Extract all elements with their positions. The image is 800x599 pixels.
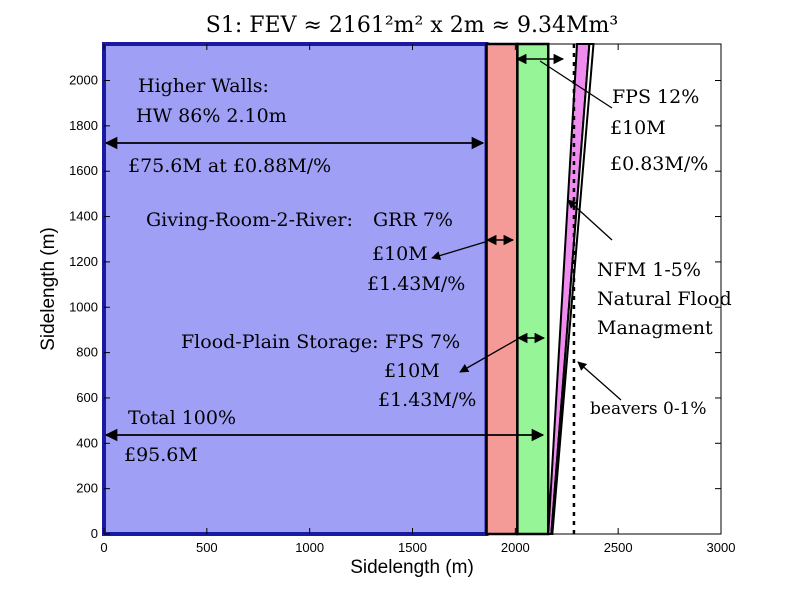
region-giving-room-2-river	[485, 42, 519, 536]
y-tick-label: 1600	[69, 163, 98, 178]
y-tick-label: 800	[76, 345, 98, 360]
y-tick-label: 1000	[69, 299, 98, 314]
total-pct: Total 100%	[128, 407, 236, 429]
grr-rate: £1.43M/%	[367, 273, 465, 295]
hw-cost: £75.6M at £0.88M/%	[128, 155, 331, 177]
region-higher-walls	[102, 42, 489, 536]
x-tick-label: 2500	[604, 540, 633, 555]
y-tick-label: 2000	[69, 73, 98, 88]
y-tick-label: 400	[76, 435, 98, 450]
fps-pointer-arrow	[459, 339, 517, 373]
x-tick-label: 3000	[707, 540, 736, 555]
nfm-pointer-arrow	[567, 199, 613, 241]
y-axis-label: Sidelength (m)	[38, 227, 59, 351]
x-tick-label: 500	[196, 540, 218, 555]
hw-pct: HW 86% 2.10m	[136, 105, 287, 127]
axis-ticks: 0 500 1000 1500 2000 2500 3000 0 200 400 600 800 100…	[69, 44, 735, 555]
nfm-line2: Managment	[597, 317, 713, 339]
beavers-label: beavers 0-1%	[590, 399, 707, 419]
fps-rate: £1.43M/%	[378, 389, 476, 411]
region-flood-plain-storage	[516, 42, 550, 536]
beavers-pointer-arrow	[577, 361, 622, 401]
grr-pointer-arrow	[431, 241, 486, 260]
x-tick-label: 1500	[398, 540, 427, 555]
y-tick-label: 600	[76, 390, 98, 405]
fps-cost: £10M	[384, 360, 440, 382]
y-tick-label: 1200	[69, 254, 98, 269]
y-tick-label: 0	[91, 526, 98, 541]
fps12-rate: £0.83M/%	[610, 153, 708, 175]
x-axis-label: Sidelength (m)	[350, 557, 474, 578]
y-tick-label: 200	[76, 481, 98, 496]
grr-title: Giving-Room-2-River:	[146, 209, 353, 231]
nfm-pct: NFM 1-5%	[597, 259, 701, 281]
x-tick-label: 1000	[295, 540, 324, 555]
hw-title: Higher Walls:	[138, 75, 269, 97]
fps-pct: FPS 7%	[385, 331, 460, 353]
x-tick-label: 2000	[501, 540, 530, 555]
fps12-pct: FPS 12%	[612, 86, 699, 108]
nfm-line1: Natural Flood	[597, 288, 732, 310]
x-tick-label: 0	[100, 540, 107, 555]
fps12-pointer-line	[539, 60, 613, 109]
chart-title: S1: FEV ≈ 2161²m² x 2m ≈ 9.34Mm³	[206, 13, 618, 38]
grr-pct: GRR 7%	[373, 209, 453, 231]
fps-title: Flood-Plain Storage:	[181, 331, 379, 353]
region-group	[102, 42, 595, 536]
y-tick-label: 1800	[69, 118, 98, 133]
total-cost: £95.6M	[124, 444, 198, 466]
fps12-cost: £10M	[610, 117, 666, 139]
y-tick-label: 1400	[69, 209, 98, 224]
grr-cost: £10M	[372, 243, 428, 265]
